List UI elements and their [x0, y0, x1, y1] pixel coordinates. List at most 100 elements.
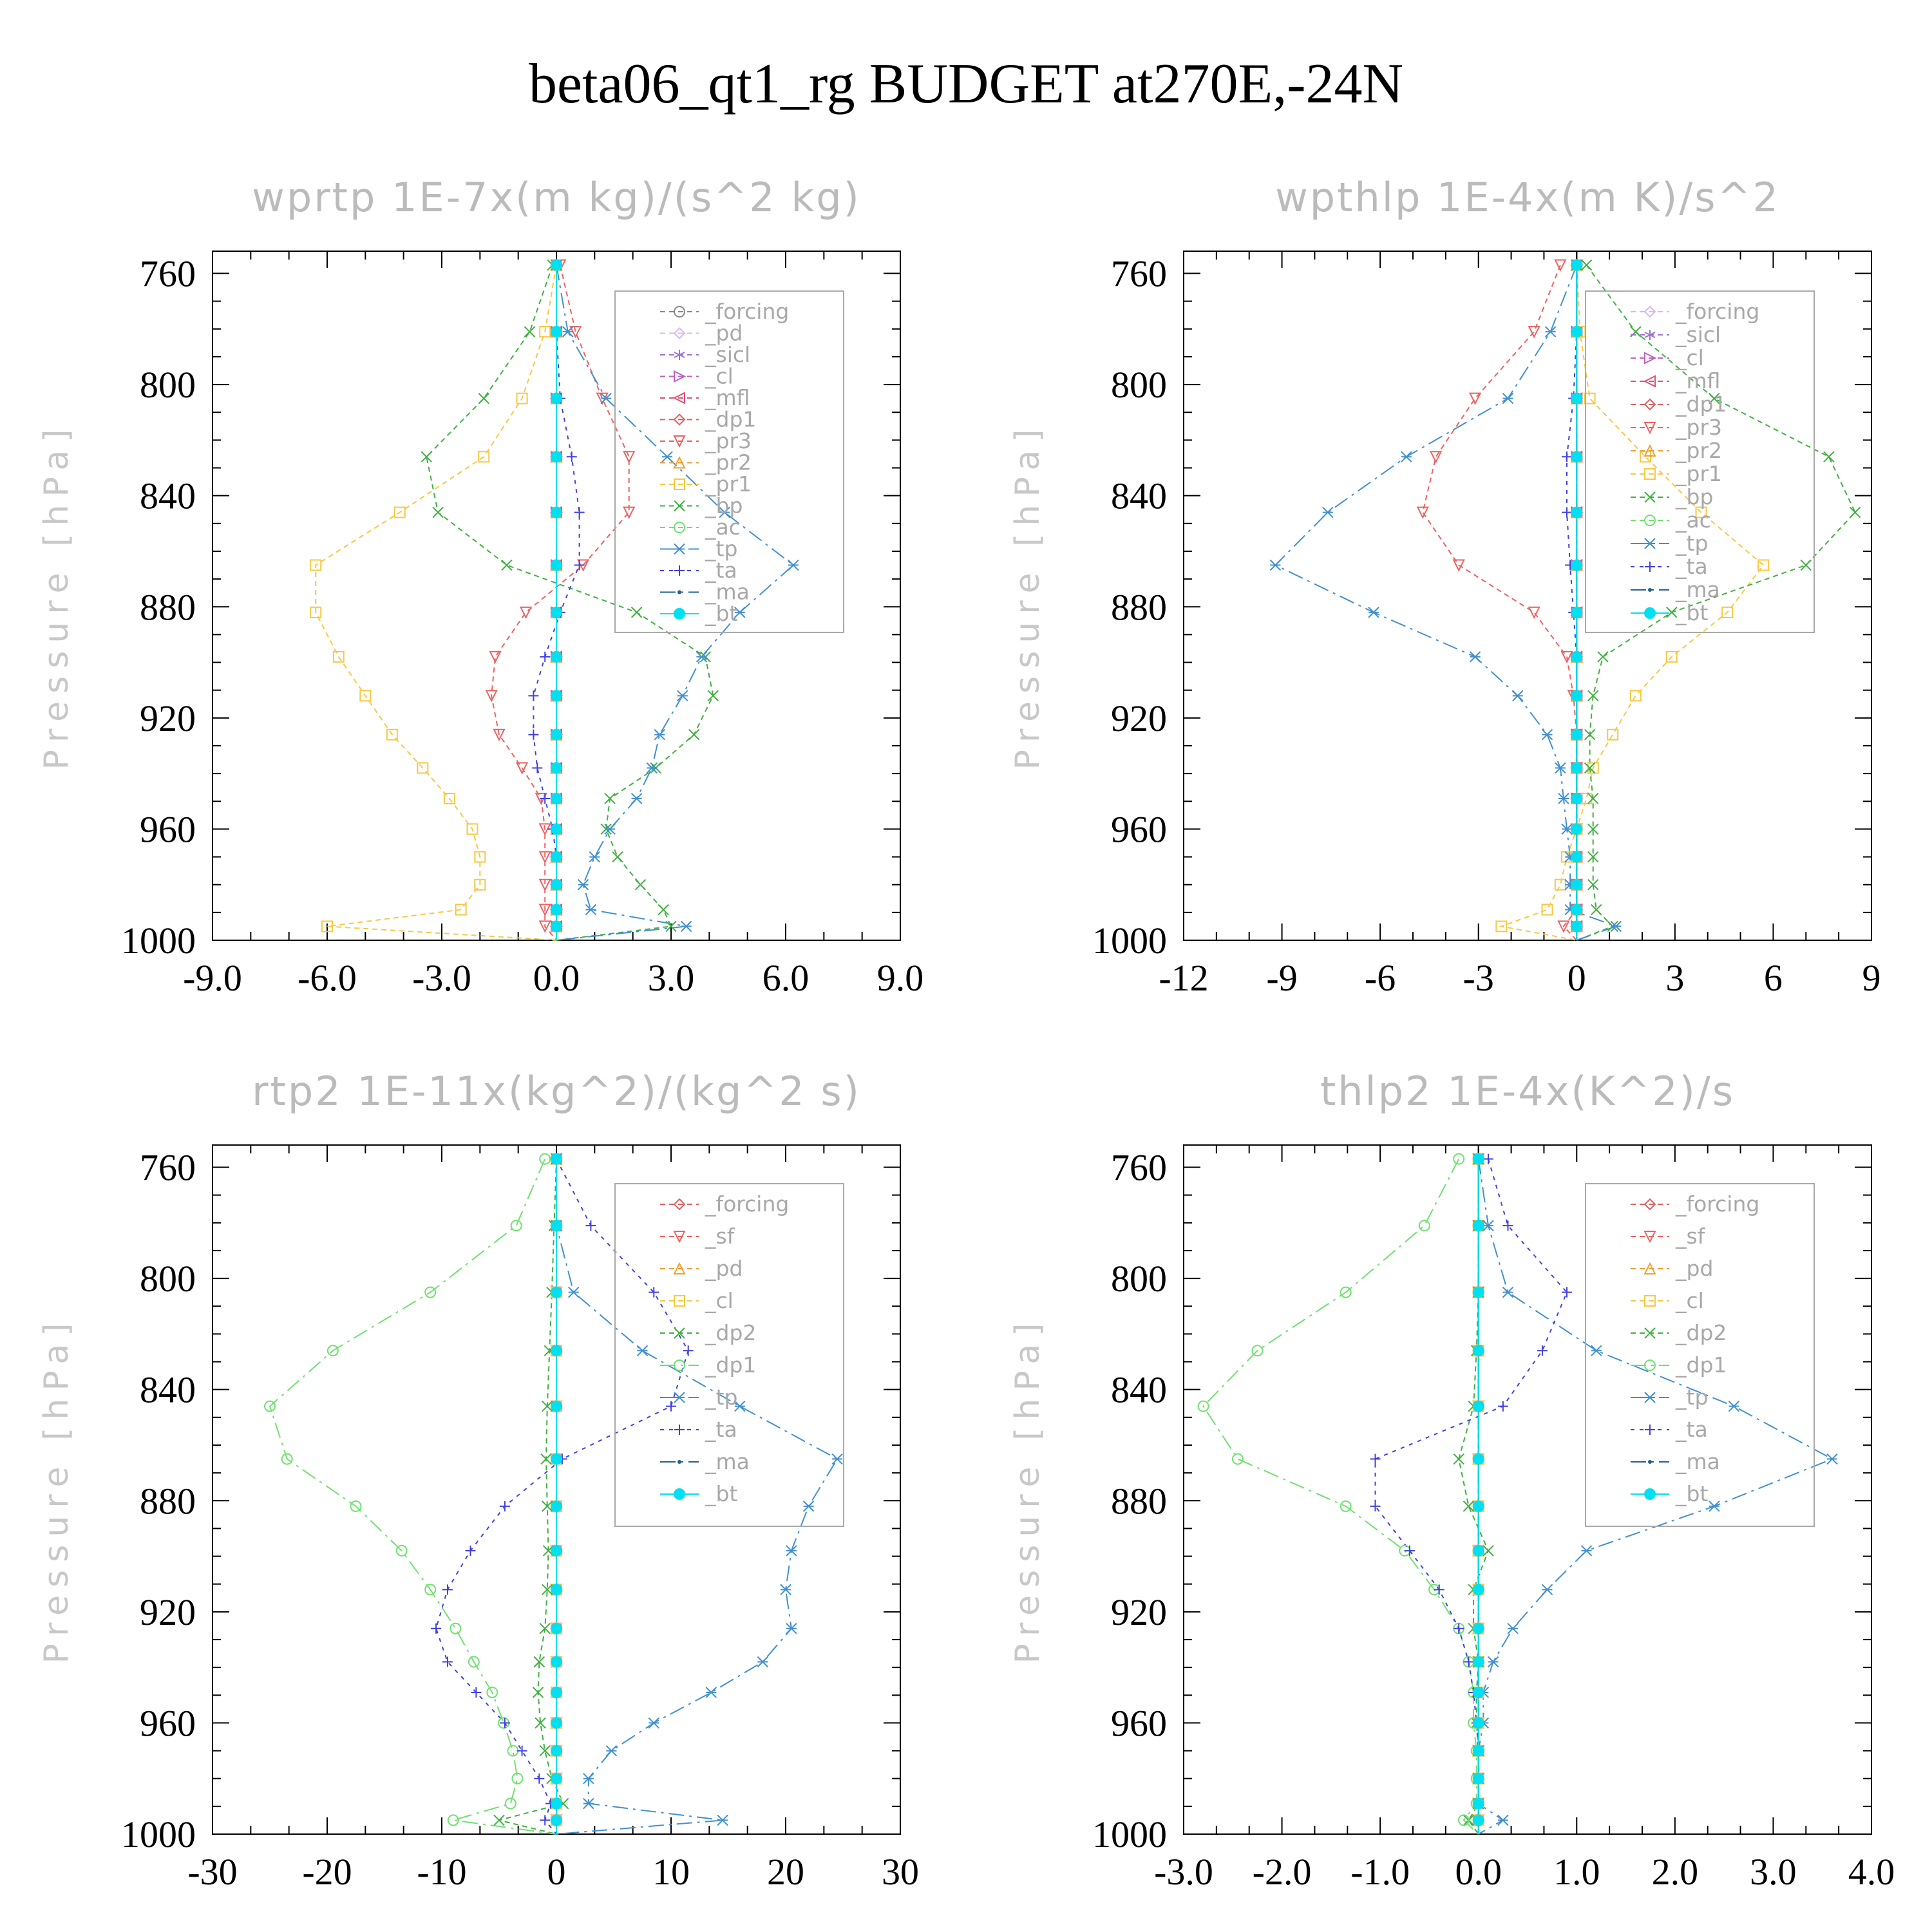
- series-point-tp: [1561, 823, 1573, 835]
- legend-label: _forcing: [705, 299, 789, 324]
- series-point-dp1: [539, 1153, 551, 1165]
- series-point-bt: [1472, 1656, 1484, 1668]
- series-point-bt: [551, 1745, 562, 1757]
- series-point-dp2: [493, 1814, 505, 1826]
- series-point-pr1: [1541, 904, 1553, 916]
- legend-label: _pr1: [1675, 461, 1722, 486]
- series-line-ta: [435, 1159, 689, 1835]
- series-point-ta: [1497, 1401, 1508, 1412]
- y-tick-label: 1000: [121, 920, 196, 961]
- series-point-pr1: [466, 823, 478, 835]
- series-point-bt: [1472, 1814, 1484, 1826]
- x-tick-label: 10: [652, 1851, 690, 1893]
- legend-marker: [674, 1295, 685, 1307]
- series-point-pr1: [455, 904, 467, 916]
- series-point-bt: [1571, 559, 1583, 571]
- legend-marker: [1643, 422, 1656, 435]
- series-point-ta: [585, 1220, 596, 1231]
- legend-marker: [674, 608, 685, 620]
- series-point-dp1: [1197, 1400, 1209, 1412]
- series-point-ta: [1404, 1545, 1415, 1556]
- y-tick-label: 800: [1111, 1258, 1167, 1300]
- series-point-dp1: [1340, 1286, 1352, 1298]
- series-point-tp: [717, 1814, 728, 1826]
- series-line-pr1: [315, 265, 557, 941]
- series-point-bt: [551, 506, 562, 518]
- series-point-tp: [1728, 1400, 1740, 1412]
- series-line-dp1: [269, 1159, 557, 1835]
- series-point-dp2: [533, 1656, 545, 1668]
- series-point-tp: [646, 762, 658, 774]
- y-tick-label: 800: [140, 1258, 196, 1300]
- panel-title: wpthlp 1E-4x(m K)/s^2: [1275, 174, 1780, 221]
- series-point-ta: [1502, 1220, 1513, 1231]
- series-point-bt: [1571, 451, 1583, 463]
- series-point-ta: [1482, 1153, 1493, 1164]
- y-tick-label: 1000: [121, 1814, 196, 1855]
- series-point-bt: [551, 1584, 562, 1596]
- legend-marker: [1644, 1359, 1656, 1371]
- legend-label: _ma: [1675, 577, 1720, 602]
- series-point-tp: [1709, 1501, 1720, 1512]
- legend-label: _pd: [705, 1256, 743, 1281]
- series-point-bp: [665, 920, 677, 933]
- y-tick-label: 800: [1111, 364, 1167, 406]
- legend-marker: [674, 1327, 685, 1339]
- legend-label: _pd: [705, 321, 743, 346]
- series-point-bt: [551, 451, 562, 463]
- series-point-pr1: [332, 650, 345, 663]
- series-line-dp2: [1458, 1159, 1490, 1835]
- series-point-tp: [654, 729, 665, 741]
- series-point-dp2: [535, 1717, 546, 1729]
- series-point-pr3: [489, 650, 502, 664]
- legend-label: _bt: [705, 601, 737, 626]
- legend-marker: [1643, 444, 1656, 457]
- y-tick-label: 760: [140, 253, 196, 295]
- legend-marker: [1644, 607, 1656, 619]
- legend-label: _cl: [1675, 1288, 1704, 1313]
- legend-marker: [674, 1359, 685, 1371]
- series-point-pr1: [1587, 762, 1599, 774]
- legend-label: _dp1: [1675, 1352, 1727, 1378]
- series-point-pr1: [474, 851, 486, 863]
- legend-label: _tp: [705, 536, 737, 562]
- page-title: beta06_qt1_rg BUDGET at270E,-24N: [528, 53, 1404, 115]
- x-tick-label: -30: [187, 1851, 237, 1893]
- series-point-tp: [1502, 392, 1514, 404]
- legend-label: _dp2: [1675, 1320, 1727, 1345]
- series-point-ta: [528, 690, 539, 701]
- plot-frame: [1183, 1144, 1872, 1835]
- series-point-tp: [1512, 690, 1524, 702]
- legend-label: _dp1: [705, 1352, 756, 1378]
- series-point-tp: [1502, 1286, 1514, 1298]
- legend-marker: [673, 327, 686, 339]
- series-point-tp: [604, 823, 616, 835]
- legend-marker: [674, 1392, 685, 1403]
- series-point-ta: [499, 1718, 510, 1728]
- series-point-bp: [1849, 506, 1861, 518]
- series-point-bt: [551, 1500, 562, 1512]
- legend-box: [614, 1183, 844, 1527]
- series-point-bt: [551, 1345, 562, 1357]
- series-point-ta: [532, 762, 543, 773]
- series-point-bt: [1571, 326, 1583, 338]
- series-point-tp: [1544, 326, 1557, 337]
- series-point-bt: [1472, 1772, 1484, 1785]
- legend-label: _dp2: [705, 1320, 756, 1345]
- series-point-dp1: [350, 1500, 362, 1512]
- y-tick-label: 840: [1111, 1369, 1167, 1411]
- x-tick-label: 20: [767, 1851, 804, 1893]
- series-point-ta: [1463, 1656, 1474, 1667]
- series-point-bp: [1709, 392, 1720, 404]
- x-tick-label: -9: [1266, 957, 1297, 999]
- series-point-tp: [802, 1501, 815, 1512]
- series-point-bt: [551, 392, 562, 404]
- series-point-ta: [471, 1687, 482, 1698]
- series-point-ta: [1562, 507, 1573, 518]
- series-point-bt: [551, 1544, 562, 1557]
- x-tick-label: -6.0: [298, 957, 357, 999]
- series-point-dp1: [511, 1772, 524, 1785]
- series-point-bp: [1666, 607, 1678, 618]
- legend-box: [614, 290, 844, 633]
- x-tick-label: 3.0: [648, 957, 695, 999]
